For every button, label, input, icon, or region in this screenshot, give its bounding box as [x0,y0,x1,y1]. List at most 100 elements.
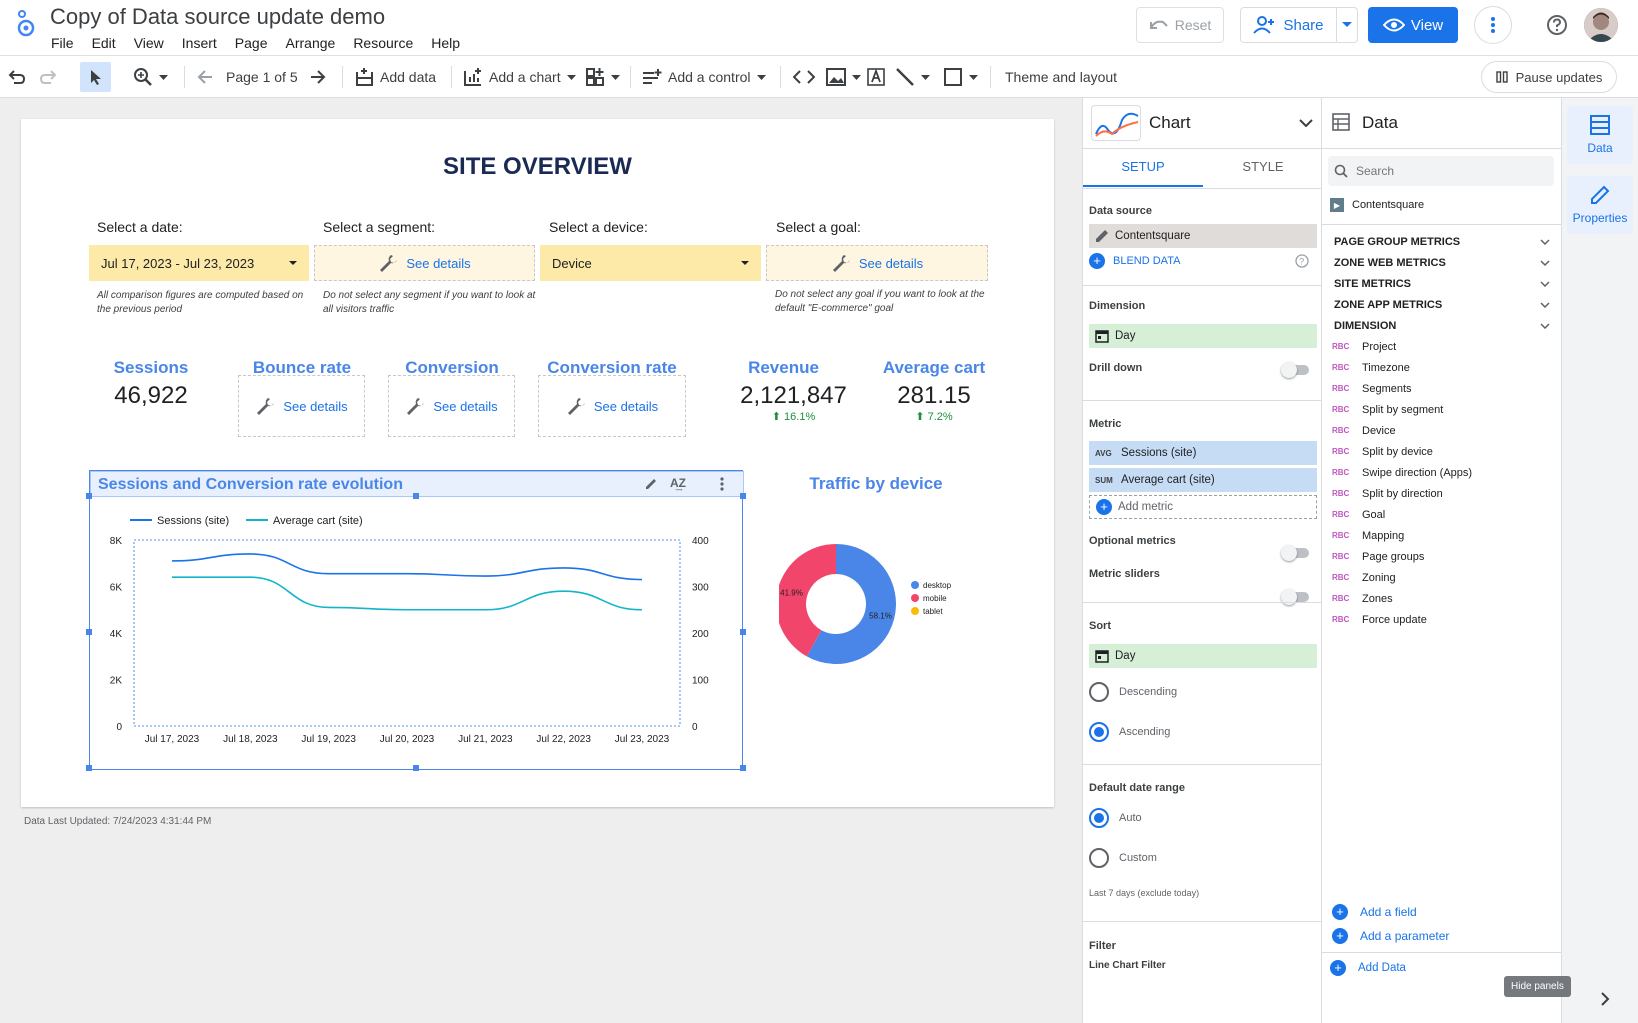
field-item[interactable]: RBC Zoning [1332,567,1548,588]
dimension-chip[interactable]: Day [1089,324,1317,348]
resize-handle[interactable] [86,765,92,771]
goal-control[interactable]: See details [766,245,988,281]
data-source-item[interactable]: ▶ Contentsquare [1330,198,1424,212]
help-icon[interactable]: ? [1295,254,1309,268]
field-item[interactable]: RBC Page groups [1332,546,1548,567]
field-item[interactable]: RBC Split by segment [1332,399,1548,420]
field-item[interactable]: RBC Device [1332,420,1548,441]
date-range-control[interactable]: Jul 17, 2023 - Jul 23, 2023 [89,245,309,281]
resize-handle[interactable] [740,493,746,499]
add-data-button[interactable]: + Add Data [1330,960,1406,976]
more-vert-icon[interactable] [720,477,724,491]
field-item[interactable]: RBC Mapping [1332,525,1548,546]
share-button[interactable]: Share [1240,7,1337,43]
field-item[interactable]: RBC Segments [1332,378,1548,399]
chart-type-thumb[interactable] [1091,105,1141,141]
help-icon[interactable] [1546,14,1568,36]
blend-data-button[interactable]: + BLEND DATA [1089,253,1180,269]
resize-handle[interactable] [86,493,92,499]
metric-chip[interactable]: SUM Average cart (site) [1089,468,1317,492]
kpi-conversion[interactable]: Conversion [388,358,516,378]
redo-button[interactable] [39,56,57,98]
drill-down-toggle[interactable] [1281,362,1309,378]
undo-button[interactable] [8,56,26,98]
chevron-right-icon[interactable] [1600,992,1610,1006]
chevron-down-icon[interactable] [1299,119,1313,127]
kpi-revenue[interactable]: Revenue 2,121,847 ⬆ 16.1% [721,358,866,423]
resize-handle[interactable] [413,493,419,499]
kpi-placeholder[interactable]: See details [238,375,365,437]
ascending-radio[interactable] [1089,722,1109,742]
resize-handle[interactable] [740,629,746,635]
next-page-button[interactable] [310,56,326,98]
kpi-placeholder[interactable]: See details [538,375,686,437]
custom-radio[interactable] [1089,848,1109,868]
resize-handle[interactable] [740,765,746,771]
optional-metrics-toggle[interactable] [1281,545,1309,561]
resize-handle[interactable] [86,629,92,635]
community-visualization-button[interactable] [585,56,620,98]
metric-chip[interactable]: AVG Sessions (site) [1089,441,1317,465]
select-tool-button[interactable] [80,62,111,92]
rail-data-button[interactable]: Data [1567,106,1633,164]
avatar[interactable] [1584,8,1618,42]
field-group[interactable]: SITE METRICS [1334,273,1550,294]
add-field-button[interactable]: + Add a field [1332,904,1417,920]
metric-sliders-toggle[interactable] [1281,589,1309,605]
search-box[interactable] [1328,156,1554,186]
line-button[interactable] [895,56,930,98]
resize-handle[interactable] [413,765,419,771]
kpi-placeholder[interactable]: See details [388,375,515,437]
kpi-sessions[interactable]: Sessions 46,922 [91,358,211,410]
sort-az-icon[interactable]: A͢Z [670,476,686,490]
sort-chip[interactable]: Day [1089,644,1317,668]
field-item[interactable]: RBC Timezone [1332,357,1548,378]
field-group[interactable]: DIMENSION [1334,315,1550,336]
menu-resource[interactable]: Resource [353,35,414,51]
kpi-conversion-rate[interactable]: Conversion rate [538,358,686,378]
segment-control[interactable]: See details [314,245,535,281]
previous-page-button[interactable] [197,56,213,98]
report-title[interactable]: Copy of Data source update demo [50,4,386,29]
kpi-average-cart[interactable]: Average cart 281.15 ⬆ 7.2% [874,358,994,423]
add-control-button[interactable]: Add a control [642,56,766,98]
line-chart[interactable]: Sessions and Conversion rate evolution A… [86,470,746,771]
looker-studio-logo-icon[interactable] [14,8,36,38]
donut-chart[interactable]: 58.1% 41.9% desktop mobile tablet [779,544,999,674]
rail-properties-button[interactable]: Properties [1567,176,1633,234]
share-dropdown-button[interactable] [1336,7,1358,43]
menu-arrange[interactable]: Arrange [285,35,336,51]
field-item[interactable]: RBC Zones [1332,588,1548,609]
field-group[interactable]: PAGE GROUP METRICS [1334,231,1550,252]
donut-slice[interactable] [779,544,836,657]
view-button[interactable]: View [1368,7,1458,43]
field-item[interactable]: RBC Split by direction [1332,483,1548,504]
reset-button[interactable]: Reset [1136,7,1224,43]
embed-url-button[interactable] [793,56,815,98]
edit-icon[interactable] [644,477,658,491]
field-item[interactable]: RBC Goal [1332,504,1548,525]
descending-radio[interactable] [1089,682,1109,702]
add-parameter-button[interactable]: + Add a parameter [1332,928,1449,944]
search-input[interactable] [1356,164,1536,178]
field-item[interactable]: RBC Force update [1332,609,1548,630]
text-box-button[interactable] [866,56,886,98]
menu-file[interactable]: File [51,35,74,51]
menu-view[interactable]: View [133,35,164,51]
menu-edit[interactable]: Edit [91,35,116,51]
kpi-bounce-rate[interactable]: Bounce rate [238,358,366,378]
page-indicator[interactable]: Page 1 of 5 [226,69,298,85]
theme-layout-button[interactable]: Theme and layout [1005,69,1118,85]
pause-updates-button[interactable]: Pause updates [1481,61,1617,93]
auto-radio[interactable] [1089,808,1109,828]
field-item[interactable]: RBC Split by device [1332,441,1548,462]
field-group[interactable]: ZONE APP METRICS [1334,294,1550,315]
add-data-button[interactable]: Add data [354,56,436,98]
tab-style[interactable]: STYLE [1242,159,1284,174]
zoom-button[interactable] [133,56,168,98]
shape-button[interactable] [943,56,978,98]
tab-setup[interactable]: SETUP [1083,149,1203,187]
field-item[interactable]: RBC Swipe direction (Apps) [1332,462,1548,483]
device-control[interactable]: Device [540,245,761,281]
image-button[interactable] [826,56,861,98]
